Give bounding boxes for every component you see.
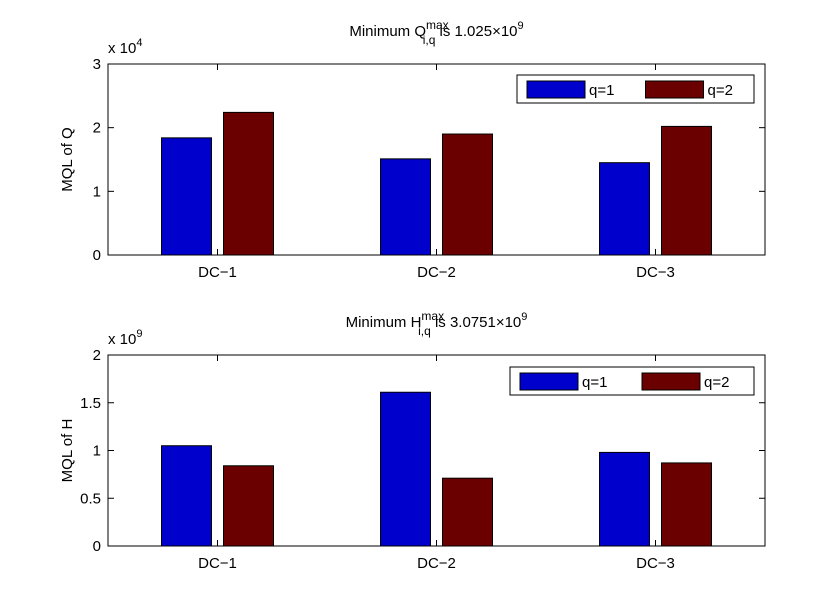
x-tick-label: DC−3 <box>636 264 675 281</box>
legend-label: q=1 <box>589 82 614 99</box>
legend: q=1 q=2 <box>516 74 755 104</box>
x-tick-label: DC−2 <box>417 264 456 281</box>
bar-q1-2 <box>380 158 431 256</box>
x-tick-label: DC−1 <box>198 555 237 572</box>
bar-q1-2 <box>380 391 431 547</box>
bar-q2-1 <box>223 465 274 547</box>
y-tick-label: 0 <box>93 247 101 264</box>
bar-q2-2 <box>442 133 493 256</box>
legend-swatch-q2 <box>645 80 704 99</box>
bar-q2-3 <box>661 462 712 547</box>
y-axis-label: MQL of Q <box>59 127 76 191</box>
chart-1: Minimum Qmax i,q is 1.025×109 x 104 0 1 2 3 MQL… <box>59 18 766 281</box>
title-subscript: i,q <box>423 33 436 47</box>
y-axis-label: MQL of H <box>59 419 76 483</box>
legend-label: q=2 <box>704 374 729 391</box>
x-tick-label: DC−3 <box>636 555 675 572</box>
title-exponent: 9 <box>518 20 524 32</box>
scale-exponent: 4 <box>136 37 142 49</box>
chart-title: Minimum Qmax i,q is 1.025×109 <box>349 18 523 47</box>
title-main: Minimum H <box>346 314 422 331</box>
legend-swatch-q1 <box>526 80 586 99</box>
title-subscript: i,q <box>418 324 431 338</box>
bar-q2-1 <box>223 111 274 256</box>
bar-q1-1 <box>161 445 212 547</box>
legend-swatch-q2 <box>641 372 701 391</box>
title-superscript: max <box>426 18 449 32</box>
y-tick-label: 2 <box>93 120 101 137</box>
bar-q1-3 <box>599 451 650 547</box>
x-tick-label: DC−2 <box>417 555 456 572</box>
bar-q1-3 <box>599 162 650 256</box>
title-tail: is 1.025×10 <box>435 23 517 40</box>
title-main: Minimum Q <box>349 23 426 40</box>
bar-q1-1 <box>161 137 212 256</box>
y-tick-label: 1.5 <box>80 395 101 412</box>
title-superscript: max <box>421 309 444 323</box>
y-tick-label: 1 <box>93 443 101 460</box>
y-scale-label: x 109 <box>108 328 142 348</box>
title-tail: is 3.0751×10 <box>431 314 522 331</box>
y-tick-label: 0.5 <box>80 490 101 507</box>
chart-title: Minimum Hmax i,q is 3.0751×109 <box>346 309 528 338</box>
scale-base: x 10 <box>108 331 136 348</box>
legend-swatch-q1 <box>519 372 579 391</box>
bar-q2-2 <box>442 477 493 547</box>
y-tick-label: 2 <box>93 347 101 364</box>
legend-label: q=2 <box>708 82 733 99</box>
x-tick-label: DC−1 <box>198 264 237 281</box>
legend-label: q=1 <box>582 374 607 391</box>
y-scale-label: x 104 <box>108 37 142 57</box>
scale-exponent: 9 <box>136 328 142 340</box>
title-exponent: 9 <box>521 311 527 323</box>
y-tick-label: 3 <box>93 56 101 73</box>
y-tick-label: 0 <box>93 538 101 555</box>
y-tick-label: 1 <box>93 183 101 200</box>
bar-q2-3 <box>661 125 712 256</box>
legend: q=1 q=2 <box>509 366 755 396</box>
scale-base: x 10 <box>108 40 136 57</box>
